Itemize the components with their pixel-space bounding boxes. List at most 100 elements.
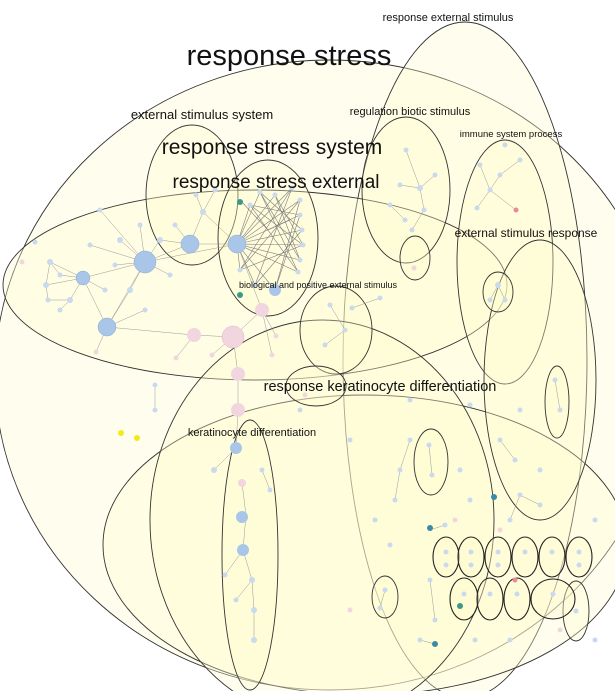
graph-node (236, 511, 248, 523)
graph-node (411, 265, 417, 271)
graph-node (495, 549, 501, 555)
graph-node (327, 302, 333, 308)
graph-node (495, 562, 501, 568)
graph-node (237, 199, 243, 205)
mini-cluster (511, 536, 539, 578)
graph-node (407, 397, 413, 403)
graph-node (269, 352, 275, 358)
graph-node (43, 282, 49, 288)
graph-node (472, 637, 478, 643)
graph-node (289, 185, 295, 191)
graph-node (537, 467, 543, 473)
graph-node (297, 407, 303, 413)
graph-node (157, 237, 163, 243)
graph-node (102, 287, 108, 293)
cluster-response-stress (0, 59, 615, 691)
graph-node (442, 522, 448, 528)
graph-node (200, 209, 206, 215)
cluster-regulation-biotic-stimulus (361, 116, 451, 264)
mini-cluster (538, 536, 566, 578)
mini-cluster (457, 536, 485, 578)
graph-node (127, 287, 133, 293)
graph-node (152, 407, 158, 413)
mini-cluster (565, 536, 593, 578)
graph-node (269, 284, 281, 296)
graph-node (467, 402, 473, 408)
graph-node (474, 205, 480, 211)
graph-node (576, 562, 582, 568)
graph-node (299, 227, 305, 233)
graph-node (387, 542, 393, 548)
graph-node (495, 282, 501, 288)
graph-node (237, 544, 249, 556)
label-response-external-stimulus: response external stimulus (383, 12, 514, 24)
graph-node (230, 442, 242, 454)
graph-node (238, 479, 246, 487)
graph-node (237, 267, 243, 273)
cluster-lower-region (102, 394, 615, 691)
graph-node (512, 457, 518, 463)
graph-node (180, 234, 200, 254)
graph-node (251, 607, 257, 613)
graph-node (112, 262, 118, 268)
graph-node (347, 607, 353, 613)
graph-node (550, 591, 556, 597)
graph-node (468, 562, 474, 568)
graph-node (397, 467, 403, 473)
graph-node (93, 349, 99, 355)
graph-node (231, 403, 245, 417)
graph-node (522, 549, 528, 555)
graph-node (497, 437, 503, 443)
graph-node (417, 637, 423, 643)
graph-node (57, 272, 63, 278)
graph-node (221, 325, 245, 349)
graph-node (487, 297, 493, 303)
graph-node (19, 259, 25, 265)
graph-node (347, 437, 353, 443)
graph-node (443, 562, 449, 568)
graph-node (167, 272, 173, 278)
cluster-positive-external-stimulus (299, 285, 373, 375)
cluster-response-stress-system (217, 159, 319, 317)
label-response-stress-external: response stress external (173, 172, 380, 193)
graph-node (142, 307, 148, 313)
graph-node (75, 270, 91, 286)
graph-node (467, 497, 473, 503)
graph-node (227, 234, 247, 254)
graph-node (487, 591, 493, 597)
graph-node (502, 297, 508, 303)
graph-node (432, 617, 438, 623)
label-external-stimulus-response: external stimulus response (455, 226, 598, 240)
graph-node (491, 494, 497, 500)
graph-node (457, 467, 463, 473)
graph-node (457, 603, 463, 609)
graph-node (592, 637, 598, 643)
graph-node (427, 577, 433, 583)
cluster-response-external-stimulus (342, 21, 588, 691)
graph-node (45, 297, 51, 303)
graph-node (237, 292, 243, 298)
graph-node (209, 352, 215, 358)
graph-node (573, 608, 579, 614)
label-response-stress-system: response stress system (162, 136, 383, 159)
graph-node (133, 250, 157, 274)
graph-node (443, 549, 449, 555)
graph-node (426, 442, 432, 448)
graph-node (251, 637, 257, 643)
graph-node (557, 627, 563, 633)
cluster-small-d (413, 428, 449, 496)
graph-node (193, 192, 199, 198)
cluster-small-c (285, 365, 347, 407)
graph-node (137, 222, 143, 228)
label-response-stress: response stress (187, 40, 392, 72)
label-biological-and-positive: biological and positive external stimulu… (239, 280, 398, 290)
graph-node (252, 282, 258, 288)
graph-node (372, 517, 378, 523)
graph-node (118, 430, 124, 436)
graph-node (342, 327, 348, 333)
graph-node (517, 407, 523, 413)
graph-node (452, 517, 458, 523)
graph-node (397, 182, 403, 188)
graph-node (549, 549, 555, 555)
graph-node (272, 192, 278, 198)
